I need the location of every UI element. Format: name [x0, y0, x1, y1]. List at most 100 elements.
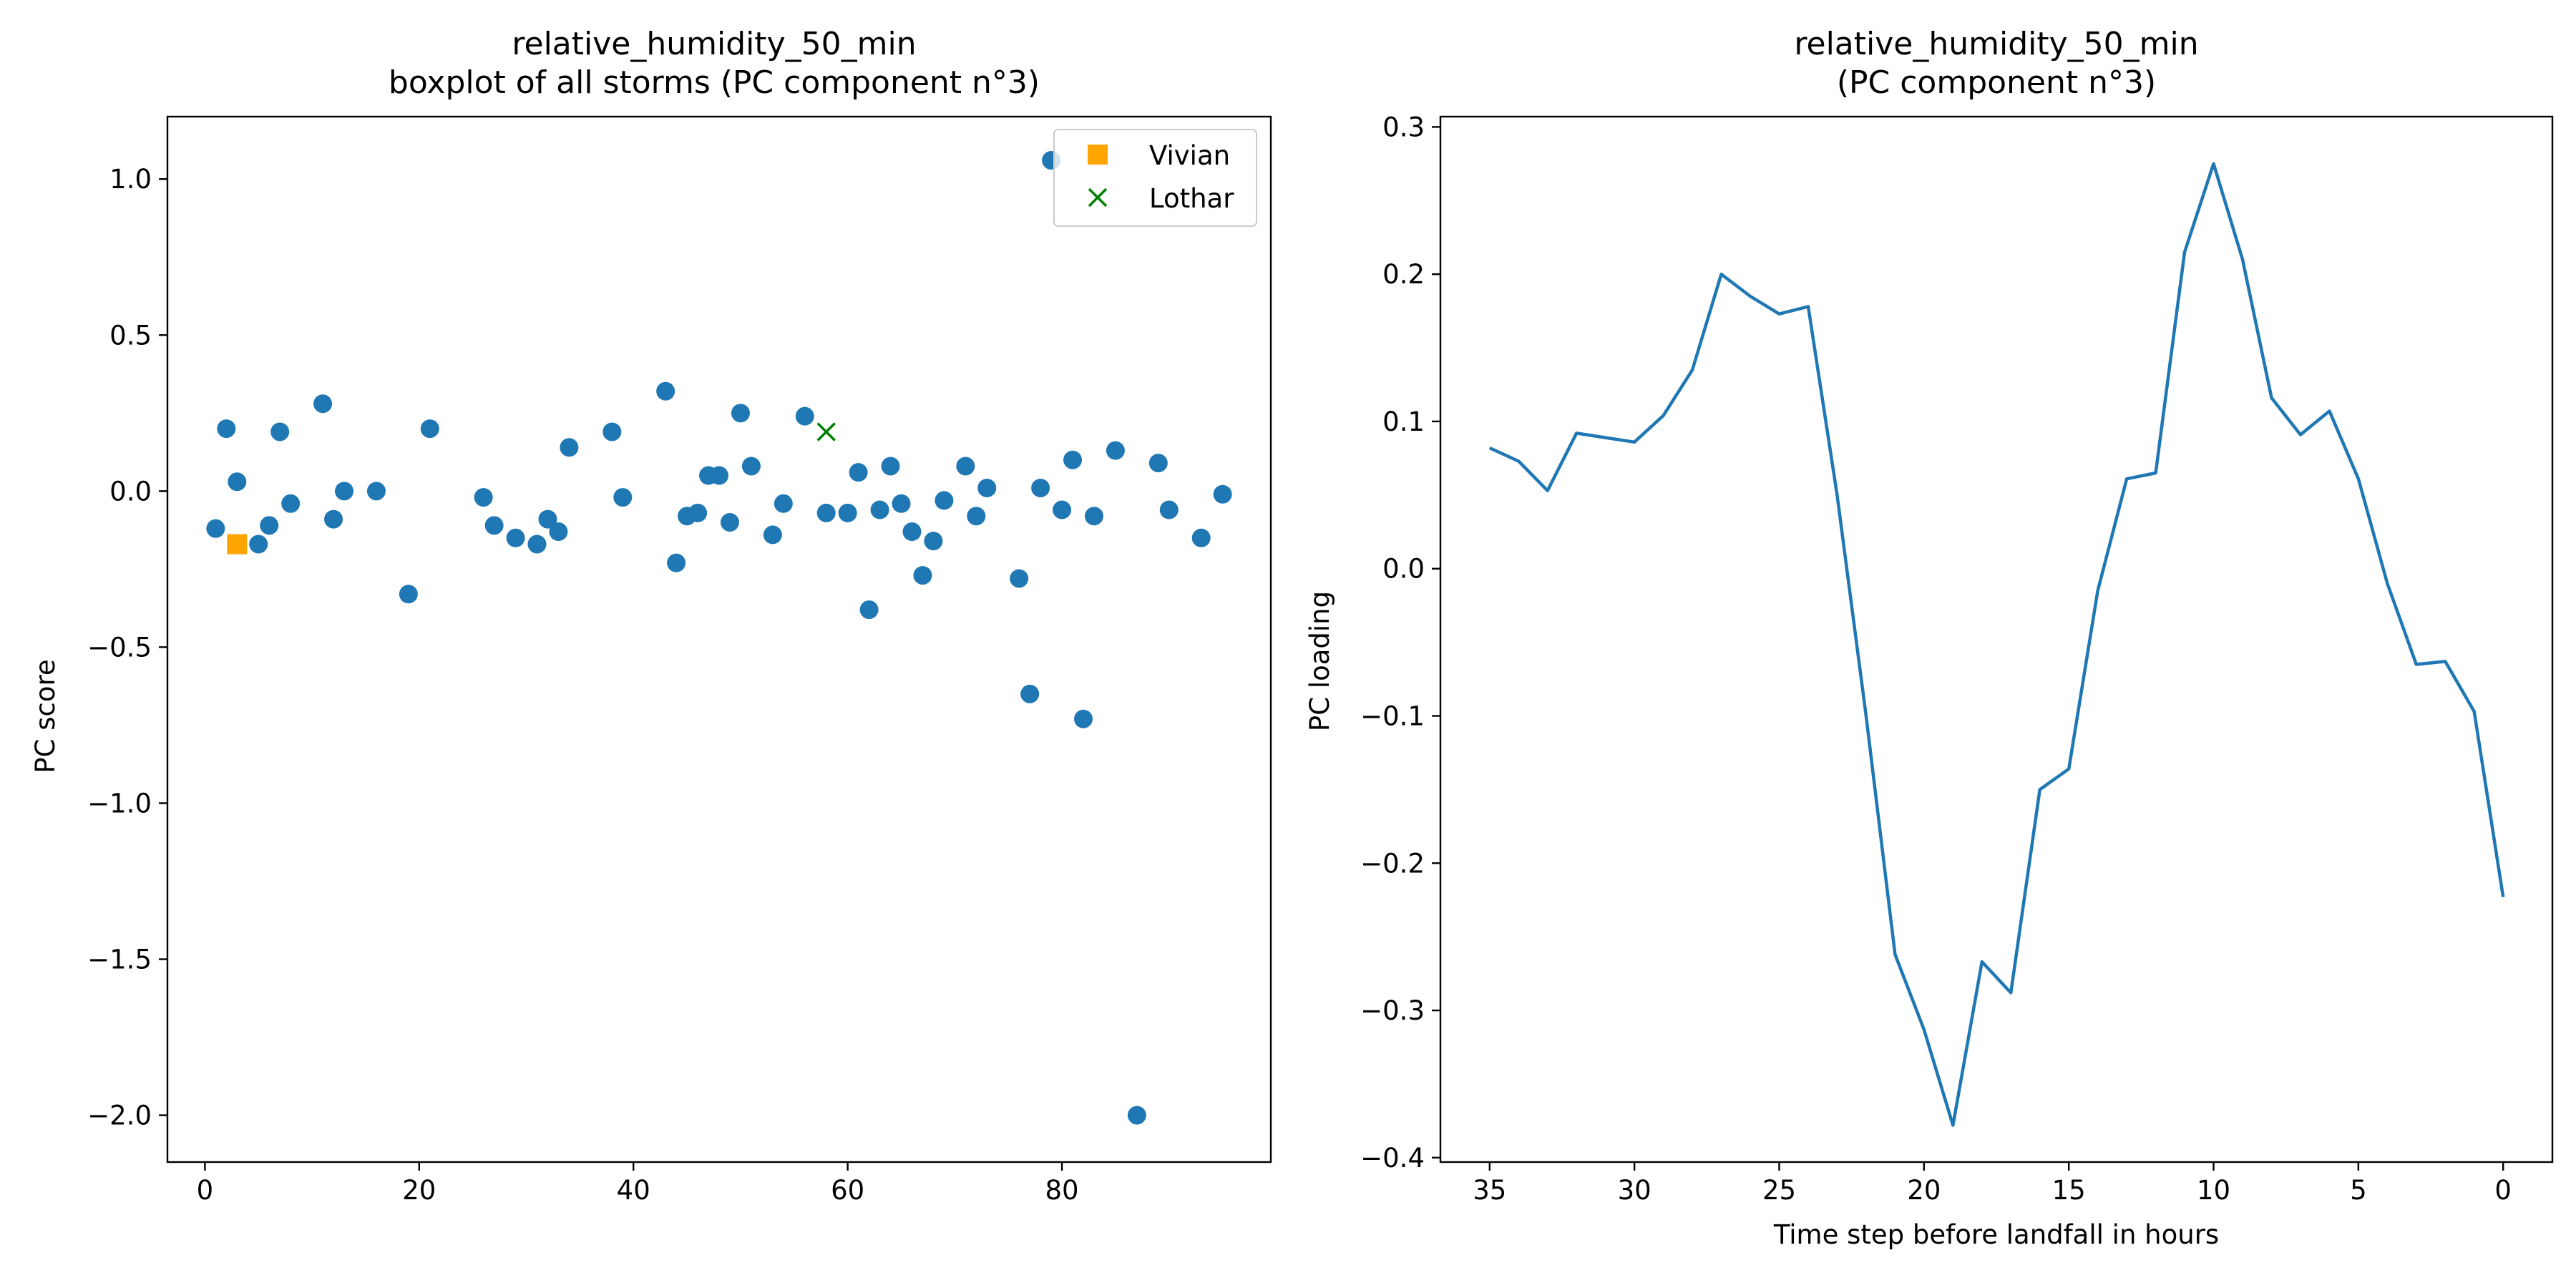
line-title-line: (PC component n°3) — [1837, 64, 2156, 101]
data-point — [1084, 507, 1103, 526]
data-point — [1106, 441, 1125, 460]
scatter-y-tick-label: −1.5 — [87, 945, 152, 975]
data-point — [763, 525, 782, 545]
scatter-chart-title: relative_humidity_50_min boxplot of all s… — [389, 26, 1040, 101]
data-point — [313, 394, 333, 414]
data-point — [1063, 450, 1083, 469]
legend-label-vivian: Vivian — [1149, 140, 1230, 171]
data-point — [881, 457, 900, 476]
scatter-x-tick-label: 60 — [831, 1175, 864, 1206]
scatter-x-ticks: 0 20 40 60 80 — [197, 1162, 1079, 1206]
data-point — [892, 494, 911, 513]
line-y-tick-label: 0.3 — [1382, 112, 1425, 142]
line-y-ticks: 0.3 0.2 0.1 0.0 −0.1 −0.2 −0.3 −0.4 — [1360, 112, 1440, 1174]
data-point — [816, 503, 836, 522]
scatter-points — [206, 151, 1232, 1125]
line-title-line: relative_humidity_50_min — [1794, 26, 2198, 62]
line-y-tick-label: 0.1 — [1382, 406, 1425, 437]
data-point — [924, 532, 943, 551]
line-y-tick-label: −0.4 — [1360, 1143, 1425, 1174]
line-y-tick-label: −0.2 — [1360, 848, 1425, 879]
data-point — [1127, 1106, 1146, 1125]
data-point — [527, 535, 547, 554]
data-point — [549, 522, 568, 542]
data-point — [1213, 484, 1232, 504]
data-point — [1020, 684, 1040, 703]
data-point — [710, 466, 728, 485]
scatter-plot-frame — [166, 115, 1272, 1163]
data-point — [484, 516, 504, 535]
data-point — [602, 422, 622, 441]
line-x-tick-label: 0 — [2494, 1175, 2512, 1206]
line-y-tick-label: −0.3 — [1360, 995, 1425, 1026]
data-point — [1159, 500, 1179, 519]
scatter-y-tick-label: 1.0 — [109, 164, 152, 195]
data-point — [956, 457, 975, 476]
data-point — [217, 419, 236, 439]
data-point — [720, 512, 739, 532]
data-point — [838, 503, 857, 522]
scatter-y-tick-label: −2.0 — [87, 1101, 152, 1131]
scatter-y-tick-label: −0.5 — [87, 632, 152, 663]
line-y-axis-label: PC loading — [1304, 591, 1335, 731]
data-point — [281, 494, 301, 513]
data-point — [656, 381, 675, 401]
line-x-tick-label: 30 — [1618, 1175, 1652, 1206]
line-plot-frame — [1439, 115, 2554, 1163]
data-point — [324, 509, 343, 529]
data-point — [795, 406, 814, 426]
scatter-legend: Vivian Lothar — [1053, 129, 1257, 227]
data-point — [560, 438, 579, 457]
line-y-tick-label: −0.1 — [1360, 701, 1425, 732]
data-point — [977, 478, 997, 497]
scatter-y-tick-label: −1.0 — [87, 788, 152, 819]
line-y-tick-label: 0.2 — [1382, 259, 1425, 290]
data-point — [260, 516, 279, 535]
data-point — [1031, 478, 1050, 497]
data-point — [506, 528, 525, 547]
scatter-title-line: relative_humidity_50_min — [512, 26, 916, 62]
line-x-tick-label: 15 — [2052, 1175, 2086, 1206]
data-point — [849, 463, 868, 482]
data-point — [366, 482, 386, 501]
data-point — [731, 404, 750, 423]
line-x-tick-label: 35 — [1473, 1175, 1506, 1206]
vivian-point — [227, 534, 248, 555]
legend-marker-lothar — [1088, 187, 1108, 208]
data-point — [474, 488, 493, 507]
data-point — [1053, 500, 1072, 519]
data-point — [667, 553, 686, 572]
legend-label-lothar: Lothar — [1149, 183, 1234, 214]
scatter-title-line: boxplot of all storms (PC component n°3) — [389, 64, 1040, 101]
scatter-x-tick-label: 20 — [402, 1175, 436, 1206]
scatter-y-ticks: 1.0 0.5 0.0 −0.5 −1.0 −1.5 −2.0 — [87, 164, 167, 1131]
data-point — [270, 422, 290, 441]
data-point — [206, 519, 225, 538]
line-x-tick-label: 10 — [2197, 1175, 2230, 1206]
line-chart: relative_humidity_50_min (PC component n°… — [1304, 26, 2554, 1250]
scatter-chart: relative_humidity_50_min boxplot of all s… — [30, 26, 1272, 1206]
legend-marker-vivian — [1088, 145, 1108, 165]
data-point — [902, 522, 922, 542]
series-line — [1488, 162, 2505, 1127]
data-point — [1010, 569, 1029, 588]
data-point — [228, 472, 247, 492]
data-point — [774, 494, 793, 513]
data-point — [870, 500, 889, 519]
lothar-point — [816, 422, 836, 441]
data-point — [249, 535, 268, 554]
line-chart-title: relative_humidity_50_min (PC component n°… — [1794, 26, 2198, 101]
scatter-x-tick-label: 0 — [197, 1175, 214, 1206]
line-x-tick-label: 20 — [1907, 1175, 1941, 1206]
line-x-ticks: 35 30 25 20 15 10 5 0 — [1473, 1162, 2512, 1206]
data-point — [859, 600, 879, 620]
data-point — [935, 491, 954, 510]
data-point — [613, 488, 633, 507]
data-point — [1074, 709, 1093, 728]
data-point — [967, 507, 986, 526]
scatter-y-tick-label: 0.5 — [109, 320, 152, 351]
line-x-tick-label: 5 — [2350, 1175, 2367, 1206]
data-point — [913, 566, 932, 585]
scatter-x-tick-label: 40 — [617, 1175, 650, 1206]
